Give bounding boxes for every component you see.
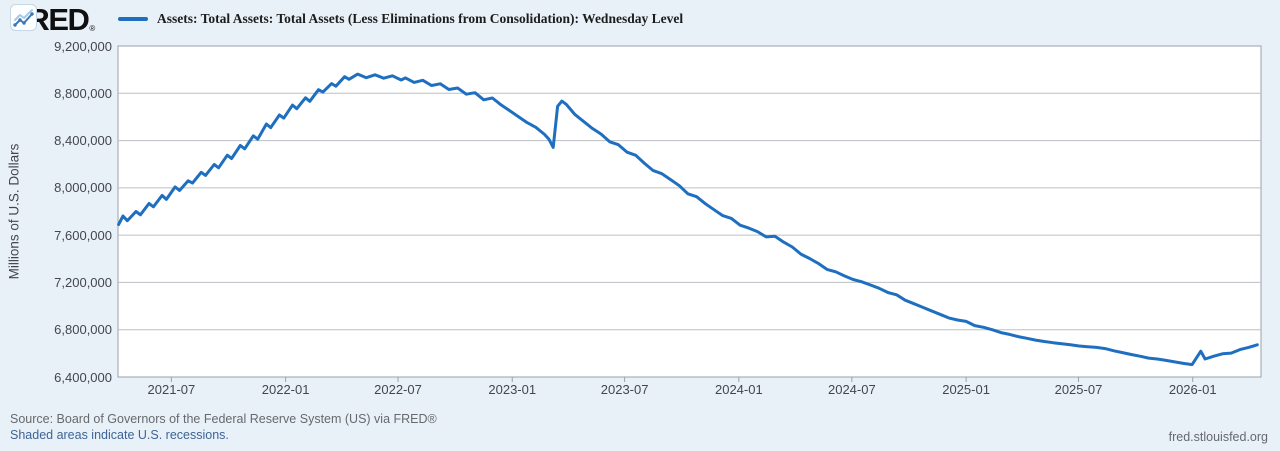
fred-site-url: fred.stlouisfed.org [1168,430,1268,444]
y-tick-label: 8,800,000 [54,85,112,101]
source-attribution: Source: Board of Governors of the Federa… [10,412,437,426]
series-legend-label: Assets: Total Assets: Total Assets (Less… [157,11,684,26]
recession-shading-link[interactable]: Shaded areas indicate U.S. recessions. [10,428,229,442]
x-tick-label: 2022-07 [374,382,422,397]
x-tick-label: 2026-01 [1168,382,1217,397]
series-legend: Assets: Total Assets: Total Assets (Less… [118,11,683,27]
y-tick-label: 6,400,000 [54,369,112,385]
x-tick-label: 2023-07 [600,382,649,397]
series-color-swatch [118,17,148,21]
x-tick-label: 2024-07 [827,382,876,397]
x-tick-label: 2023-01 [488,382,537,397]
y-tick-label: 6,800,000 [54,322,112,338]
x-tick-label: 2021-07 [147,382,196,397]
x-tick-label: 2025-07 [1054,382,1103,397]
x-tick-label: 2022-01 [261,382,310,397]
plot-background[interactable] [117,45,1262,378]
y-tick-label: 7,200,000 [54,274,112,290]
fred-logo[interactable]: FRED ® [10,4,100,35]
registered-mark: ® [89,24,96,33]
y-tick-label: 8,000,000 [54,180,112,196]
y-tick-label: 8,400,000 [54,133,112,149]
series-line-total-assets [117,72,1259,367]
y-tick-label: 9,200,000 [54,38,112,54]
x-tick-label: 2024-01 [714,382,763,397]
x-tick-label: 2025-01 [942,382,990,397]
y-tick-label: 7,600,000 [54,227,112,243]
